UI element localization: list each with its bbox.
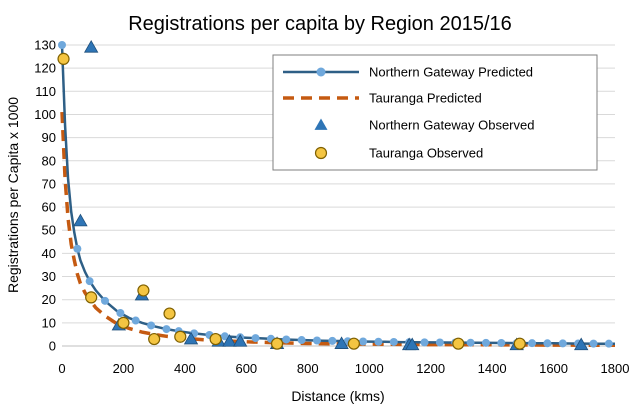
northern-gateway-predicted-point xyxy=(73,244,82,253)
northern-gateway-observed-point xyxy=(73,213,88,227)
x-tick-label: 600 xyxy=(235,361,257,376)
northern-gateway-observed-point xyxy=(405,337,420,351)
legend-swatch-marker xyxy=(316,67,326,77)
northern-gateway-predicted-point xyxy=(251,334,260,343)
northern-gateway-observed-point xyxy=(232,334,248,347)
y-tick-label: 100 xyxy=(34,107,56,122)
northern-gateway-observed-point xyxy=(222,334,237,347)
northern-gateway-predicted-point xyxy=(116,309,125,318)
legend-label: Northern Gateway Observed xyxy=(369,118,534,133)
y-tick-label: 110 xyxy=(35,84,56,99)
legend: Northern Gateway Predicted Tauranga Predi… xyxy=(272,54,598,171)
y-tick-label: 90 xyxy=(42,130,56,145)
tauranga-observed-point xyxy=(148,332,161,346)
northern-gateway-observed-point xyxy=(183,331,199,345)
tauranga-observed-point xyxy=(137,284,150,297)
northern-gateway-predicted-point xyxy=(528,339,537,348)
x-tick-label: 0 xyxy=(58,361,65,376)
y-tick-label: 130 xyxy=(34,38,56,53)
northern-gateway-predicted-point xyxy=(147,321,156,330)
northern-gateway-predicted-point xyxy=(558,339,567,348)
northern-gateway-predicted-point xyxy=(497,338,506,347)
northern-gateway-predicted-point xyxy=(481,338,490,347)
northern-gateway-predicted-point xyxy=(328,336,337,345)
tauranga-observed-point xyxy=(163,307,176,320)
northern-gateway-observed-point xyxy=(83,40,99,53)
northern-gateway-predicted-point xyxy=(359,337,368,346)
x-tick-label: 1400 xyxy=(478,361,507,376)
legend-label: Northern Gateway Predicted xyxy=(369,65,533,80)
northern-gateway-predicted-point xyxy=(466,338,475,347)
chart-title: Registrations per capita by Region 2015/… xyxy=(128,13,512,35)
tauranga-predicted-line xyxy=(60,112,616,348)
x-tick-label: 1200 xyxy=(416,361,445,376)
northern-gateway-predicted-point xyxy=(220,332,229,341)
northern-gateway-predicted-point xyxy=(58,41,66,49)
y-tick-label: 120 xyxy=(34,61,56,76)
northern-gateway-predicted-point xyxy=(420,338,429,347)
northern-gateway-predicted-point xyxy=(297,336,306,345)
x-axis-label: Distance (kms) xyxy=(291,388,384,404)
tauranga-observed-point xyxy=(57,52,70,65)
x-tick-label: 1800 xyxy=(601,361,630,376)
y-tick-label: 10 xyxy=(42,315,56,330)
x-tick-label: 1000 xyxy=(355,361,384,376)
legend-swatch-circle xyxy=(314,146,328,160)
y-tick-label: 80 xyxy=(42,153,56,168)
y-tick-label: 50 xyxy=(42,223,56,238)
northern-gateway-predicted-point xyxy=(543,339,552,348)
series-layer xyxy=(57,40,616,351)
tauranga-observed-point xyxy=(117,316,130,329)
legend-label: Tauranga Observed xyxy=(369,146,483,161)
northern-gateway-predicted-point xyxy=(374,337,383,346)
y-tick-label: 40 xyxy=(42,246,56,261)
northern-gateway-predicted-point xyxy=(604,339,613,348)
legend-box xyxy=(272,54,598,171)
tauranga-observed-point xyxy=(347,337,360,350)
northern-gateway-predicted-point xyxy=(589,339,598,348)
tauranga-observed-point xyxy=(209,332,222,346)
y-tick-label: 0 xyxy=(49,339,56,354)
northern-gateway-predicted-point xyxy=(282,335,291,344)
northern-gateway-predicted-point xyxy=(131,316,140,325)
x-tick-label: 800 xyxy=(297,361,319,376)
x-tick-label: 200 xyxy=(113,361,135,376)
axes: 0 10 20 30 40 50 60 70 80 90 100 110 120 130 0 200 400 60… xyxy=(34,38,629,377)
y-tick-label: 70 xyxy=(42,176,56,191)
northern-gateway-predicted-point xyxy=(312,336,321,345)
y-tick-label: 30 xyxy=(42,269,56,284)
y-tick-label: 20 xyxy=(42,292,56,307)
northern-gateway-predicted-point xyxy=(85,277,94,286)
legend-swatch-triangle xyxy=(314,118,328,130)
northern-gateway-predicted-point xyxy=(389,337,398,346)
x-tick-label: 400 xyxy=(174,361,196,376)
tauranga-observed-point xyxy=(85,291,98,304)
northern-gateway-predicted-point xyxy=(162,325,171,334)
legend-label: Tauranga Predicted xyxy=(369,91,482,106)
northern-gateway-observed-point xyxy=(334,336,349,349)
tauranga-observed-point xyxy=(270,337,284,350)
tauranga-observed-point xyxy=(513,337,526,350)
northern-gateway-predicted-point xyxy=(435,338,444,347)
x-tick-label: 1600 xyxy=(539,361,568,376)
northern-gateway-observed-point xyxy=(574,337,589,351)
y-tick-label: 60 xyxy=(42,200,56,215)
y-axis-label: Registrations per Capita x 1000 xyxy=(5,97,21,293)
tauranga-observed-point xyxy=(452,337,465,350)
tauranga-observed-point xyxy=(174,330,187,343)
northern-gateway-predicted-point xyxy=(101,296,110,305)
